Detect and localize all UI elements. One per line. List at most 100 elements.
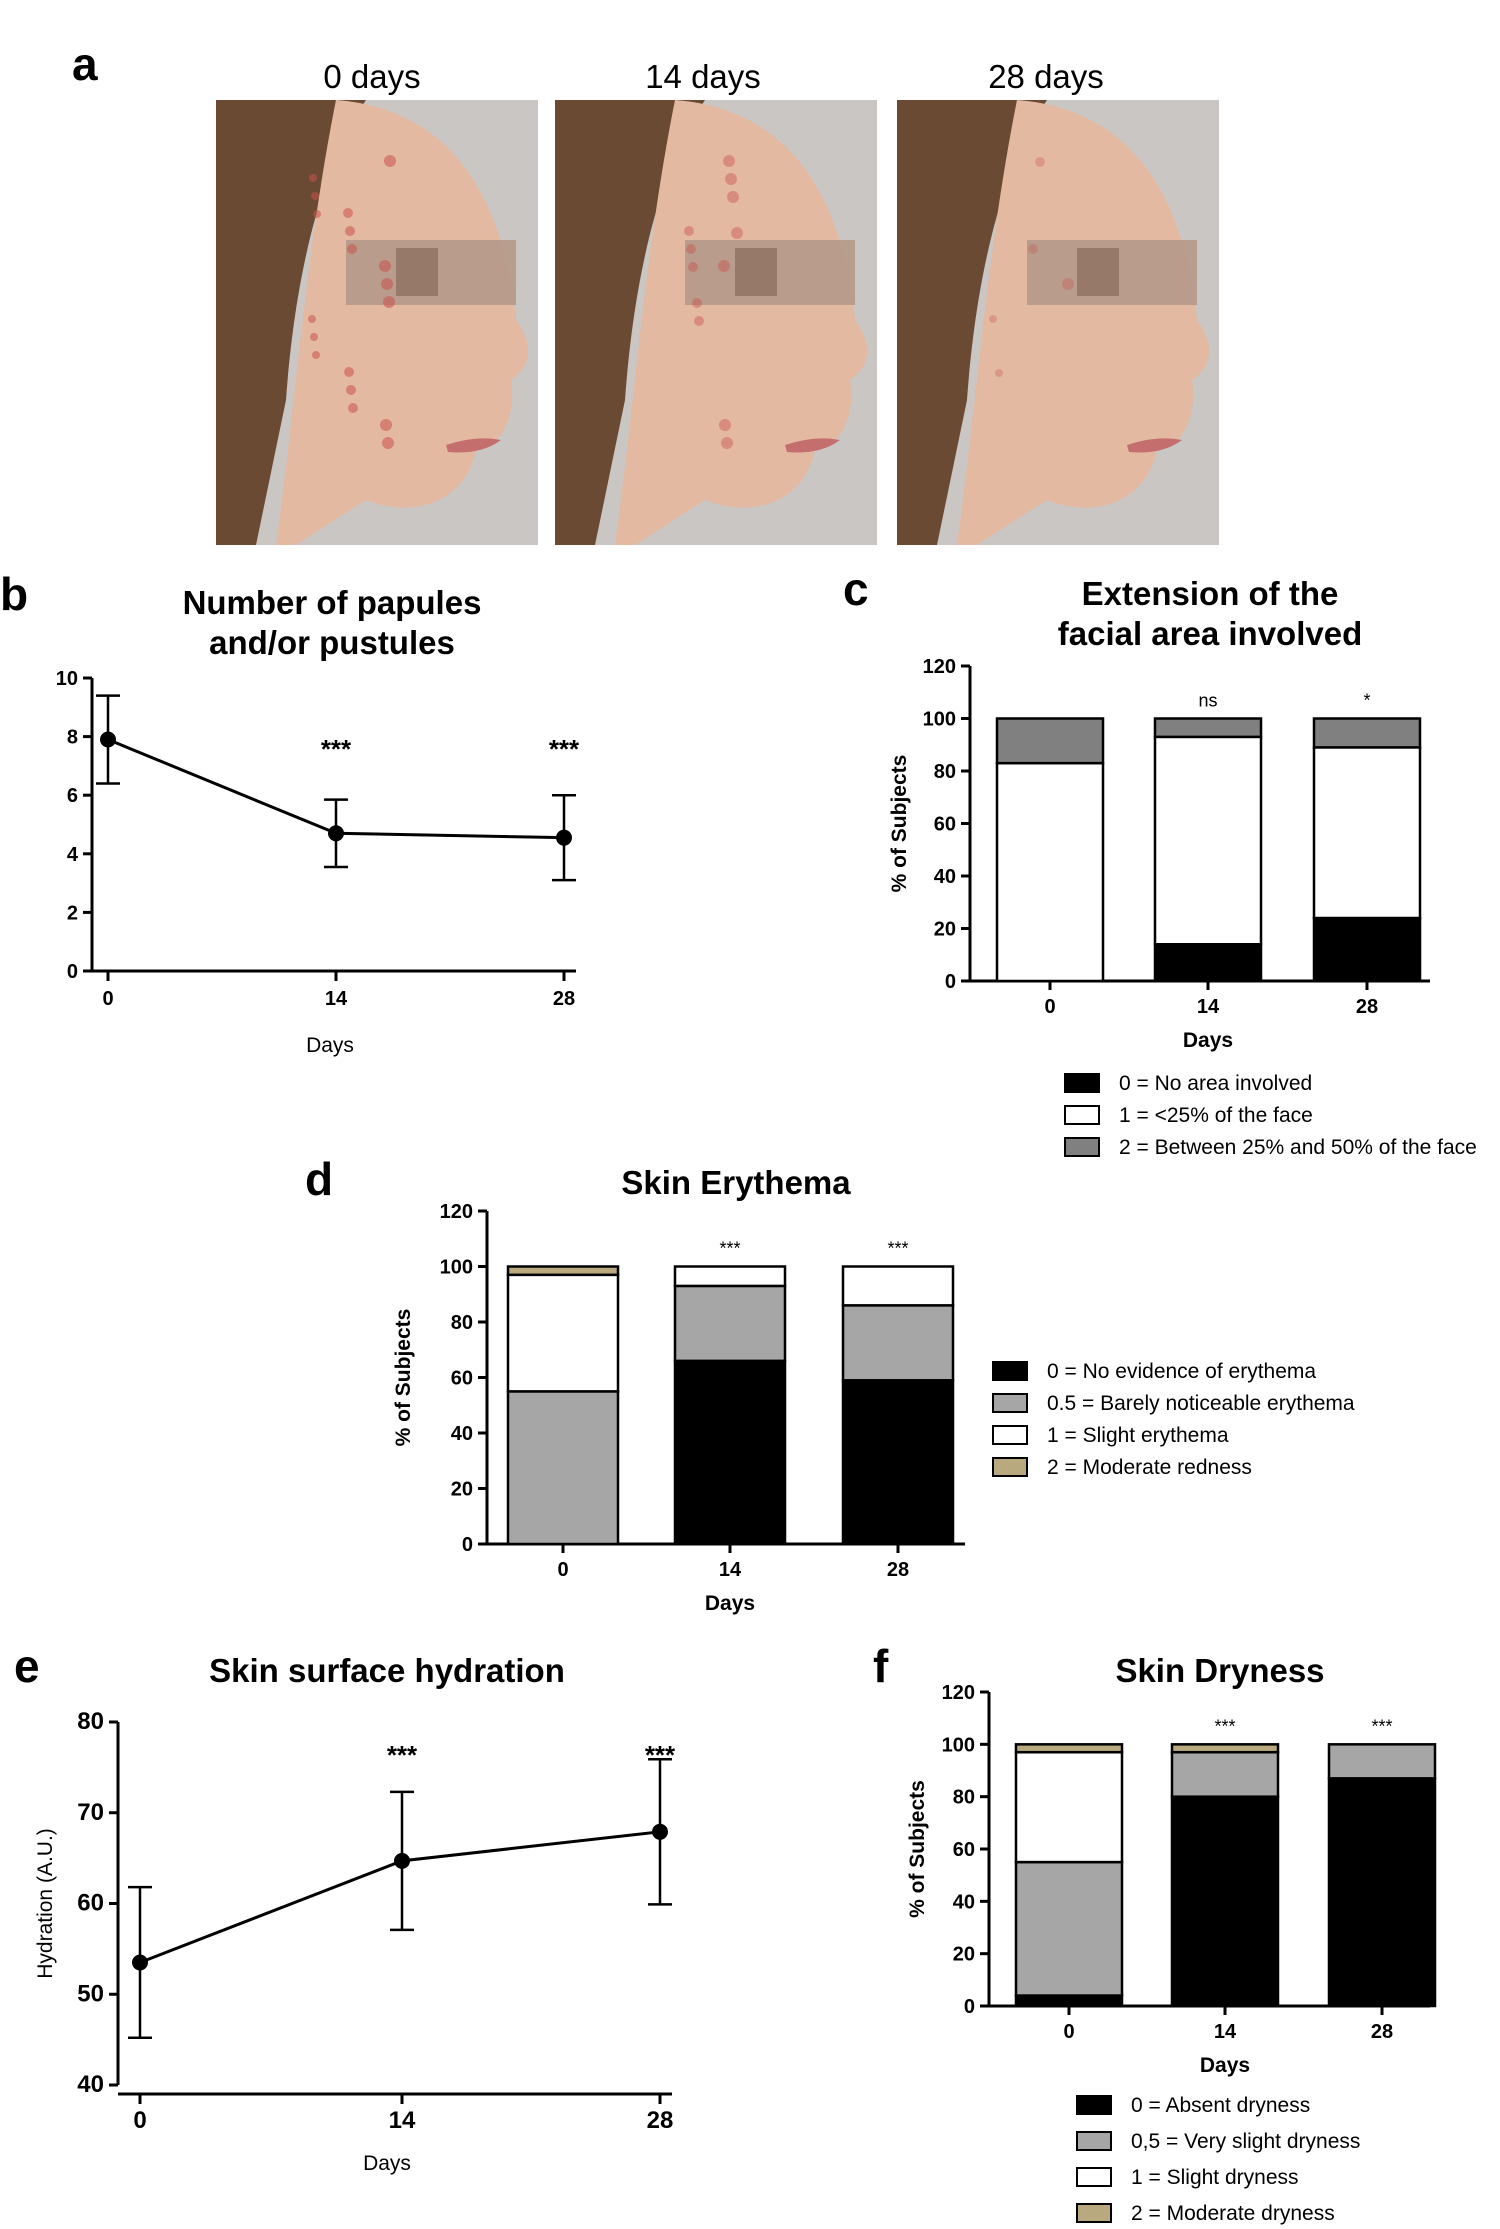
chart-title: Extension of the <box>1082 575 1339 612</box>
d-legend-swatch <box>992 1361 1028 1381</box>
acne-spot <box>347 244 357 254</box>
e-data-point <box>394 1852 410 1869</box>
c-y-tick-label: 120 <box>923 656 956 678</box>
photo-label-28-days: 28 days <box>988 58 1104 95</box>
f-significance-label: *** <box>1214 1716 1235 1736</box>
c-y-tick-label: 0 <box>945 971 956 993</box>
acne-spot <box>383 296 395 308</box>
f-y-tick-label: 40 <box>953 1891 975 1913</box>
f-legend-swatch <box>1076 2131 1112 2151</box>
acne-spot <box>348 403 358 413</box>
b-x-tick-label: 14 <box>325 988 348 1010</box>
e-y-axis-title: Hydration (A.U.) <box>34 1828 57 1979</box>
acne-spot <box>345 226 355 236</box>
f-bar-segment <box>1014 1750 1124 1864</box>
photo-face-2 <box>957 100 1210 545</box>
b-y-tick-label: 4 <box>67 844 79 866</box>
c-bar-segment <box>1153 717 1263 739</box>
f-x-tick-label: 28 <box>1371 2021 1393 2043</box>
c-legend-swatch <box>1064 1137 1100 1157</box>
acne-spot <box>684 226 694 236</box>
c-y-tick-label: 100 <box>923 709 956 731</box>
c-significance-label: * <box>1363 691 1370 711</box>
acne-spot <box>686 244 696 254</box>
b-y-tick-label: 6 <box>67 785 78 807</box>
c-x-axis-title: Days <box>1183 1029 1233 1052</box>
f-y-tick-label: 80 <box>953 1787 975 1809</box>
f-legend-swatch <box>1076 2095 1112 2115</box>
panel-letter-b: b <box>0 568 28 620</box>
photo-hair-2 <box>897 100 1047 545</box>
d-y-tick-label: 60 <box>451 1368 473 1390</box>
photo-hair-1 <box>555 100 705 545</box>
f-y-tick-label: 60 <box>953 1839 975 1861</box>
acne-spot <box>343 208 353 218</box>
b-data-point <box>100 731 116 748</box>
e-y-tick-label: 60 <box>77 1890 104 1917</box>
chart-title: facial area involved <box>1058 615 1363 652</box>
c-legend-swatch <box>1064 1073 1100 1093</box>
f-significance-label: *** <box>1371 1716 1392 1736</box>
d-legend-swatch <box>992 1457 1028 1477</box>
e-significance-label: *** <box>645 1740 676 1770</box>
panel-letter-a: a <box>72 38 98 90</box>
d-bar-segment <box>841 1379 955 1546</box>
d-legend-label: 0 = No evidence of erythema <box>1047 1360 1316 1383</box>
acne-spot <box>382 437 394 449</box>
acne-spot <box>1028 244 1038 254</box>
d-significance-label: *** <box>887 1239 908 1259</box>
f-bar-segment <box>1170 1795 1280 2008</box>
chart-title: Number of papules <box>183 584 482 621</box>
d-x-tick-label: 0 <box>557 1559 568 1581</box>
acne-spot <box>719 419 731 431</box>
e-y-tick-label: 80 <box>77 1708 104 1735</box>
photo-eye-blur-dark-0 <box>396 248 438 296</box>
chart-title: Skin surface hydration <box>209 1652 565 1689</box>
f-bar-segment <box>1327 1743 1437 1780</box>
b-y-tick-label: 8 <box>67 727 78 749</box>
d-y-tick-label: 100 <box>440 1257 473 1279</box>
c-legend-swatch <box>1064 1105 1100 1125</box>
f-bar-segment <box>1014 1860 1124 1997</box>
photo-face-0 <box>276 100 529 545</box>
d-y-tick-label: 80 <box>451 1312 473 1334</box>
acne-spot <box>380 419 392 431</box>
e-data-point <box>652 1823 668 1840</box>
d-x-axis-title: Days <box>705 1592 755 1615</box>
acne-spot <box>995 369 1003 377</box>
acne-spot <box>1035 157 1045 167</box>
f-y-tick-label: 100 <box>942 1734 975 1756</box>
d-legend-label: 0.5 = Barely noticeable erythema <box>1047 1392 1355 1415</box>
e-series-line <box>139 1830 661 1964</box>
e-x-tick-label: 0 <box>133 2107 146 2134</box>
acne-spot <box>718 260 730 272</box>
acne-spot <box>313 210 321 218</box>
acne-spot <box>381 278 393 290</box>
d-bar-segment <box>506 1273 620 1393</box>
c-y-tick-label: 80 <box>934 761 956 783</box>
panel-letter-d: d <box>305 1153 333 1205</box>
e-y-tick-label: 50 <box>77 1980 104 2007</box>
d-bar-segment <box>673 1359 787 1546</box>
f-y-tick-label: 0 <box>964 1996 975 2018</box>
d-bar-segment <box>673 1265 787 1288</box>
f-bar-segment <box>1014 1743 1124 1754</box>
face-photos <box>216 100 1219 545</box>
e-y-tick-label: 70 <box>77 1799 104 1826</box>
b-x-axis-title: Days <box>306 1034 354 1057</box>
d-y-tick-label: 0 <box>462 1534 473 1556</box>
photo-eye-blur-dark-1 <box>735 248 777 296</box>
f-bar-segment <box>1170 1743 1280 1754</box>
f-legend-label: 2 = Moderate dryness <box>1131 2202 1335 2225</box>
f-legend-label: 0,5 = Very slight dryness <box>1131 2130 1360 2153</box>
panel-letter-e: e <box>14 1640 40 1692</box>
c-bar-segment <box>1312 916 1422 983</box>
f-y-tick-label: 120 <box>942 1682 975 1704</box>
f-bar-segment <box>1327 1777 1437 2008</box>
c-bar-segment <box>995 761 1105 983</box>
photo-lips-0 <box>446 438 501 453</box>
acne-spot <box>694 316 704 326</box>
e-x-tick-label: 28 <box>647 2107 674 2134</box>
